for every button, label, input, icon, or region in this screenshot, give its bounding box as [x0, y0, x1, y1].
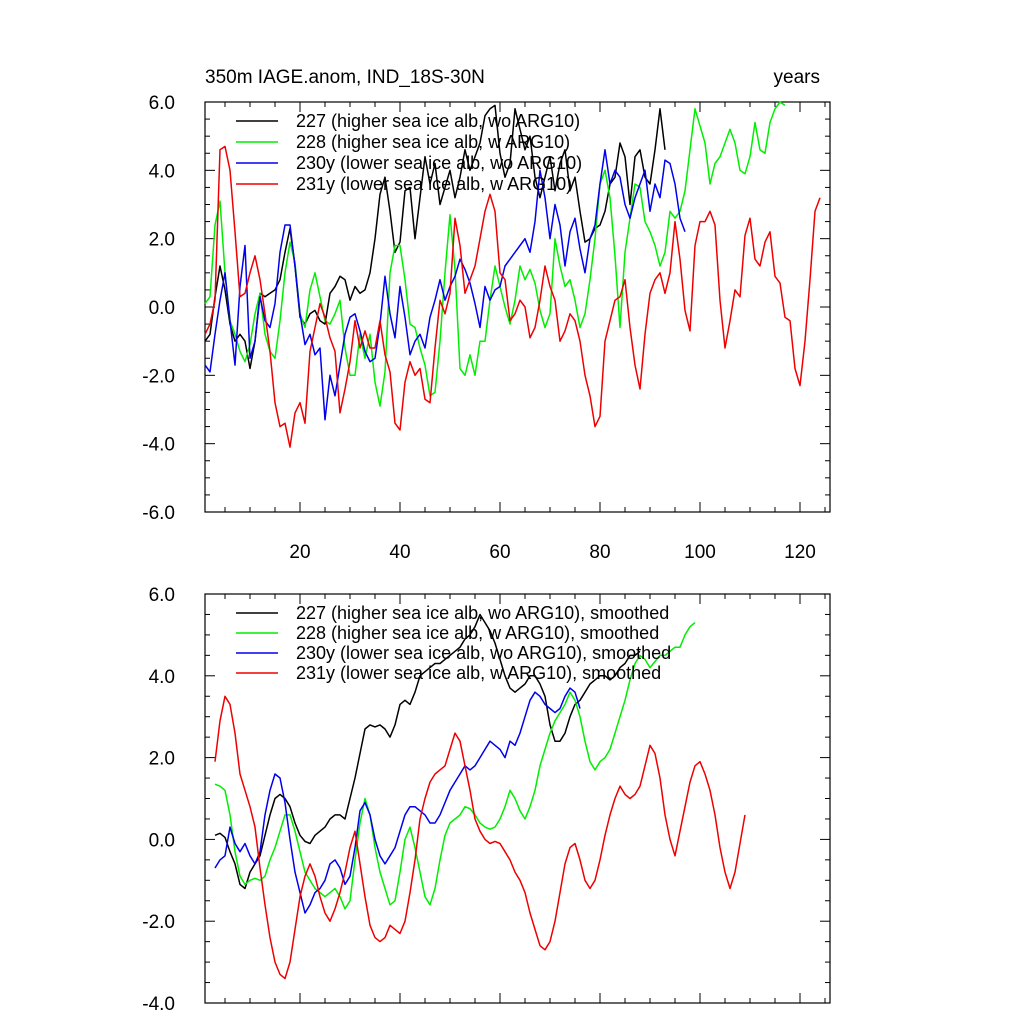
- bottom-series-group: [214, 613, 746, 980]
- top-chart-right-title: years: [774, 67, 820, 88]
- bottom-series-line-3: [214, 687, 581, 914]
- bottom-y-tick-label: -2.0: [142, 912, 175, 933]
- top-series-group: [204, 101, 821, 448]
- top-y-tick-label: -6.0: [142, 503, 175, 524]
- bottom-legend-label-3: 230y (lower sea ice alb, wo ARG10), smoo…: [296, 643, 671, 663]
- top-series-line-3: [204, 149, 686, 421]
- top-x-tick-label: 20: [289, 542, 310, 563]
- top-series-line-1: [204, 104, 666, 370]
- bottom-series-line-2: [214, 622, 696, 910]
- top-y-tick-label: 2.0: [149, 230, 175, 251]
- bottom-legend-label-2: 228 (higher sea ice alb, w ARG10), smoot…: [296, 623, 659, 643]
- top-y-tick-label: 6.0: [149, 93, 175, 114]
- top-series-line-2: [204, 101, 786, 407]
- top-legend-label-1: 227 (higher sea ice alb, wo ARG10): [296, 111, 580, 131]
- bottom-chart-panel: -4.0 -2.0 0.0 2.0 4.0 6.0 227 (higher sea ice…: [142, 585, 831, 1015]
- bottom-y-tick-label: 0.0: [149, 830, 175, 851]
- bottom-y-tick-label: 4.0: [149, 667, 175, 688]
- top-y-tick-label: 4.0: [149, 161, 175, 182]
- bottom-axis-ticks: -4.0 -2.0 0.0 2.0 4.0 6.0: [142, 585, 830, 1015]
- bottom-y-tick-label: 6.0: [149, 585, 175, 606]
- top-series-line-4: [204, 145, 821, 448]
- top-x-tick-label: 100: [684, 542, 716, 563]
- top-legend: 227 (higher sea ice alb, wo ARG10)228 (h…: [236, 111, 582, 194]
- bottom-y-tick-label: -4.0: [142, 994, 175, 1015]
- top-y-tick-label: -2.0: [142, 366, 175, 387]
- bottom-legend-label-4: 231y (lower sea ice alb, w ARG10), smoot…: [296, 663, 661, 683]
- top-legend-label-2: 228 (higher sea ice alb, w ARG10): [296, 132, 570, 152]
- top-y-tick-label: 0.0: [149, 298, 175, 319]
- top-x-tick-label: 60: [489, 542, 510, 563]
- top-axis-ticks: -6.0 -4.0 -2.0 0.0 2.0 4.0 6.0 20 40 60 80 100 120: [142, 93, 830, 563]
- top-y-tick-label: -4.0: [142, 435, 175, 456]
- top-x-tick-label: 120: [784, 542, 816, 563]
- bottom-legend: 227 (higher sea ice alb, wo ARG10), smoo…: [236, 603, 671, 683]
- top-legend-label-4: 231y (lower sea ice alb, w ARG10): [296, 174, 572, 194]
- top-chart-title: 350m IAGE.anom, IND_18S-30N: [205, 67, 485, 88]
- bottom-y-tick-label: 2.0: [149, 749, 175, 770]
- top-x-tick-label: 80: [589, 542, 610, 563]
- top-x-tick-label: 40: [389, 542, 410, 563]
- top-legend-label-3: 230y (lower sea ice alb, wo ARG10): [296, 153, 582, 173]
- bottom-series-line-4: [214, 695, 746, 980]
- bottom-legend-label-1: 227 (higher sea ice alb, wo ARG10), smoo…: [296, 603, 669, 623]
- top-chart-panel: 350m IAGE.anom, IND_18S-30N years -6.0 -4…: [142, 67, 831, 563]
- bottom-series-line-1: [214, 613, 641, 890]
